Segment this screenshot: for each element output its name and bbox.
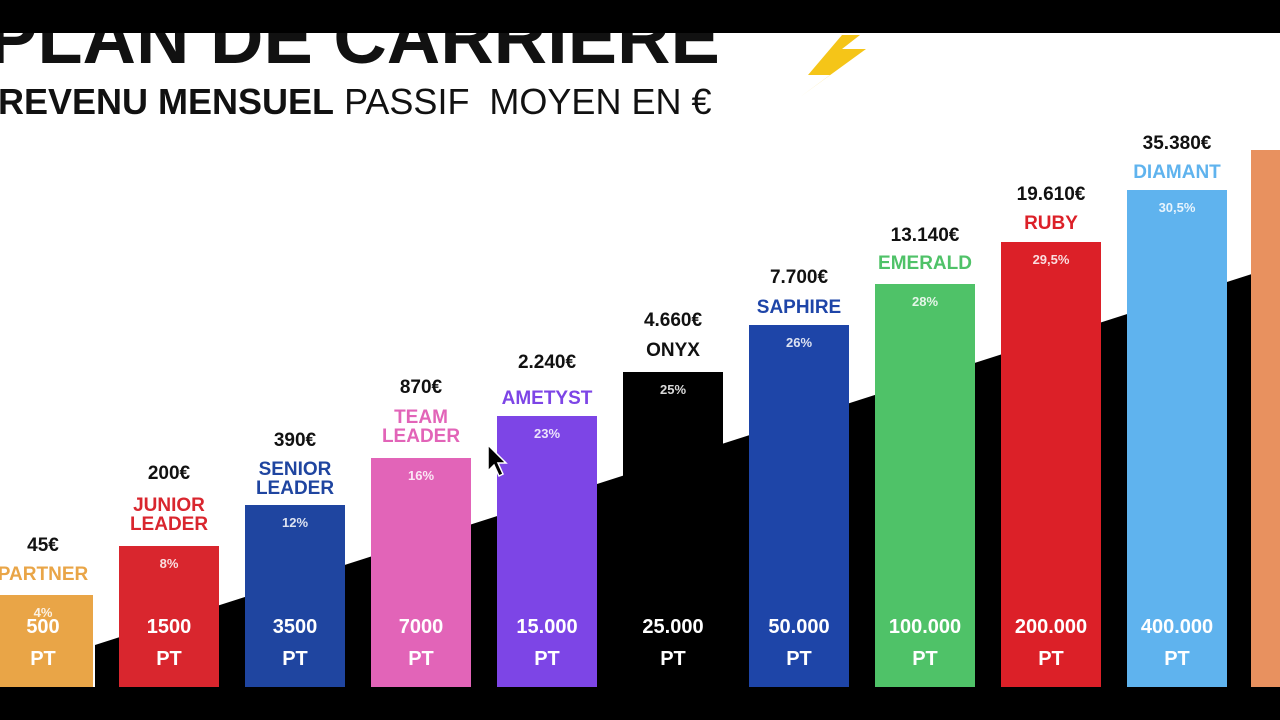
points: 100.000 xyxy=(888,616,962,638)
unit: PT xyxy=(408,648,434,670)
revenue: 390€ xyxy=(273,430,317,451)
bar xyxy=(245,505,345,687)
bar xyxy=(1127,190,1227,687)
points: 7000 xyxy=(398,616,444,638)
unit: PT xyxy=(534,648,560,670)
percent: 25% xyxy=(659,382,687,397)
percent: 28% xyxy=(911,294,939,309)
revenue: 70 xyxy=(1231,82,1280,104)
points: 15.000 xyxy=(516,616,578,638)
percent: 26% xyxy=(785,335,813,350)
points: 50.000 xyxy=(768,616,830,638)
revenue: 19.610€ xyxy=(1016,184,1086,205)
bar xyxy=(875,284,975,687)
tier-name: SAPHIRE xyxy=(756,297,842,318)
tier-name: EMERALD xyxy=(878,253,972,274)
tier-name: DIAMANT xyxy=(1133,162,1221,183)
subtitle-rest: PASSIF MOYEN EN € xyxy=(344,81,712,122)
tier-name: TEAM LEADER xyxy=(381,407,461,447)
percent: 16% xyxy=(407,468,435,483)
title: PLAN DE CARRIÈRE xyxy=(0,33,720,79)
revenue: 45€ xyxy=(27,535,59,556)
points: 400.000 xyxy=(1140,616,1214,638)
unit: PT xyxy=(282,648,308,670)
points: 1500 xyxy=(146,616,192,638)
slide: PLAN DE CARRIÈRE REVENU MENSUEL PASSIF M… xyxy=(0,33,1280,687)
points: 200.000 xyxy=(1014,616,1088,638)
revenue: 4.660€ xyxy=(643,310,703,331)
revenue: 7.700€ xyxy=(769,267,829,288)
bar xyxy=(119,546,219,687)
unit: PT xyxy=(156,648,182,670)
bar xyxy=(623,372,723,687)
bar xyxy=(0,595,93,687)
unit: PT xyxy=(1164,648,1190,670)
percent: 4% xyxy=(33,605,53,620)
unit: PT xyxy=(912,648,938,670)
revenue: 870€ xyxy=(399,377,443,398)
revenue: 13.140€ xyxy=(890,225,960,246)
subtitle: REVENU MENSUEL PASSIF MOYEN EN € xyxy=(0,81,711,123)
percent: 23% xyxy=(533,426,561,441)
tier-name: PARTNER xyxy=(0,564,89,585)
revenue: 2.240€ xyxy=(517,352,577,373)
bar xyxy=(371,458,471,687)
tier-name: RUBY xyxy=(1024,213,1078,234)
cursor xyxy=(487,443,508,478)
bar xyxy=(1251,150,1280,687)
percent: 8% xyxy=(159,556,179,571)
unit: PT xyxy=(1038,648,1064,670)
lightning xyxy=(800,35,866,97)
tier-name: AMETYST xyxy=(501,388,593,409)
bar xyxy=(497,416,597,687)
tier-name: SENIOR LEADER xyxy=(255,459,335,499)
points: 25.000 xyxy=(642,616,704,638)
unit: PT xyxy=(786,648,812,670)
tier-name: MA xyxy=(1231,117,1280,136)
tier-name: JUNIOR LEADER xyxy=(129,495,209,535)
subtitle-bold: REVENU MENSUEL xyxy=(0,81,335,122)
percent: 30,5% xyxy=(1158,200,1196,215)
percent: 12% xyxy=(281,515,309,530)
unit: PT xyxy=(660,648,686,670)
points: 3500 xyxy=(272,616,318,638)
bar xyxy=(749,325,849,687)
points: 80 xyxy=(1231,612,1280,642)
bar xyxy=(1001,242,1101,687)
revenue: 35.380€ xyxy=(1142,133,1212,154)
points: 500 xyxy=(26,616,60,638)
percent: 29,5% xyxy=(1032,252,1070,267)
unit: PT xyxy=(30,648,56,670)
tier-name: ONYX xyxy=(646,340,700,361)
revenue: 200€ xyxy=(147,463,191,484)
